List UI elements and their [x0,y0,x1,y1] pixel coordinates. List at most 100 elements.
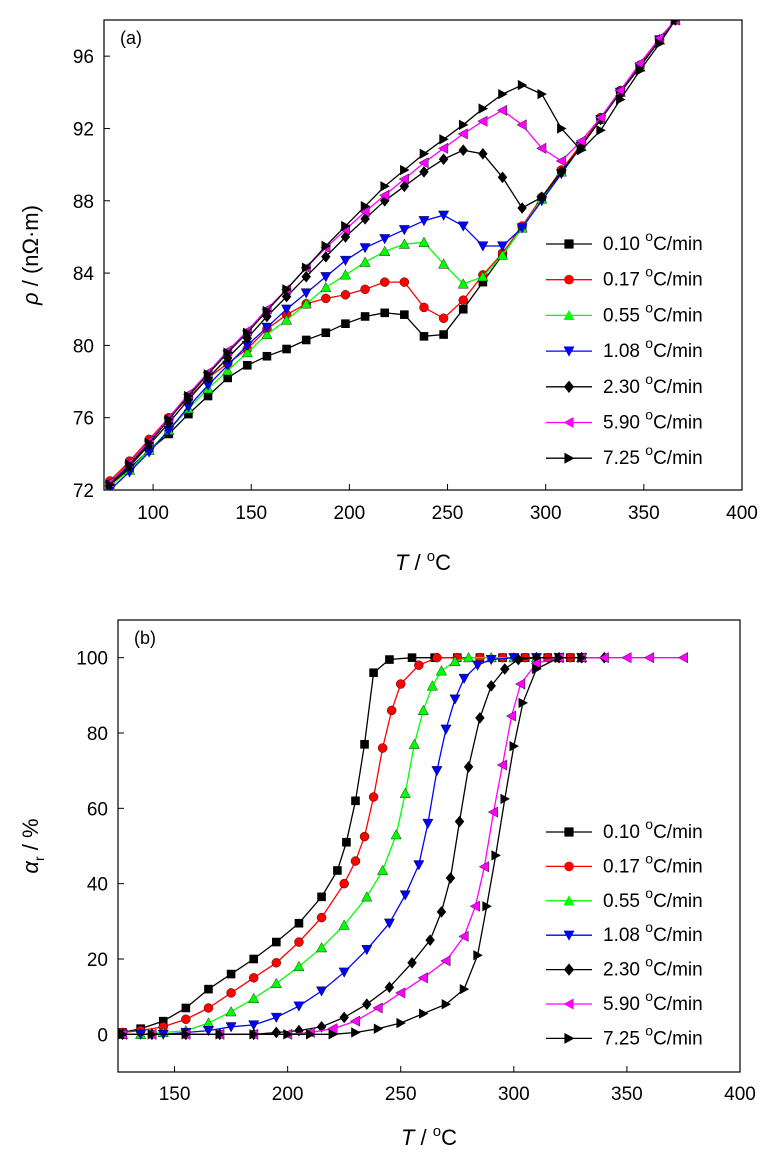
y-axis-unit: % [18,818,43,838]
data-point [399,890,411,901]
data-point [457,221,469,232]
data-point [463,761,474,773]
legend-label-4: 1.08 oC/min [603,919,703,946]
data-point [399,277,410,287]
data-point [440,724,452,735]
data-point [615,94,626,105]
data-point [301,270,311,283]
data-point [419,1008,429,1019]
series-line-5 [122,657,605,1035]
legend-marker-2 [564,861,574,872]
data-point [341,319,350,328]
legend-label-6: 5.90 oC/min [603,988,703,1015]
data-point [497,241,509,252]
legend-label-2: 0.17 oC/min [603,850,703,877]
data-point [398,238,410,249]
x-tick-label: 250 [432,503,464,524]
panel-label: (a) [120,28,142,48]
data-point [320,272,332,283]
data-point [144,437,155,449]
data-point [445,872,456,884]
data-point [670,20,681,26]
data-point [614,85,625,96]
data-point [282,284,292,295]
data-point [426,680,438,691]
data-point [321,251,331,263]
legend-label-7: 7.25 oC/min [603,442,703,469]
data-point [457,128,468,140]
data-point [350,856,361,866]
data-point [419,302,429,313]
data-point [438,258,450,269]
data-point [477,271,489,282]
data-point [321,240,331,252]
data-point [317,892,326,902]
data-point [398,173,409,185]
data-point [272,937,281,947]
data-point [395,987,406,999]
data-point [418,236,430,247]
data-point [419,332,429,341]
data-point [300,298,312,309]
x-tick-label: 350 [628,503,660,524]
data-point [419,148,430,159]
data-point [164,414,174,425]
data-point [380,181,390,192]
data-point [575,135,586,147]
data-point [399,787,411,798]
data-point [486,680,496,692]
data-point [509,741,519,752]
data-point [458,304,468,314]
data-point [396,679,406,689]
data-point [360,284,370,295]
data-point [249,1029,259,1040]
data-point [383,918,395,929]
data-point [487,806,498,818]
data-point [634,57,645,69]
x-tick-label: 150 [235,503,267,524]
data-point [418,216,430,227]
legend-label-3: 0.55 oC/min [603,885,703,912]
data-point [338,967,350,978]
data-point [301,262,312,273]
data-point [557,123,567,134]
data-point [414,660,424,670]
data-point [643,652,655,664]
data-point [458,119,469,131]
data-point [537,191,547,203]
y-axis-subscript: r [31,856,47,861]
data-point [458,295,468,305]
data-point [457,278,469,289]
data-point [518,697,529,709]
x-axis-unit-degree: o [433,1123,441,1140]
data-point [425,934,435,946]
data-point [271,958,282,968]
data-point [379,189,390,201]
data-point [377,864,389,875]
data-point [225,1022,237,1033]
data-point [261,322,273,333]
data-point [351,796,360,806]
data-point [380,277,390,287]
data-point [554,652,565,663]
legend-label-5: 2.30 oC/min [603,371,703,398]
data-point [248,1020,260,1031]
data-point [482,901,492,912]
data-point [223,373,232,383]
data-point [293,1001,305,1012]
data-point [380,308,390,318]
data-point [360,740,369,749]
data-point [294,1024,304,1037]
data-point [215,1029,225,1040]
data-point [400,310,409,319]
data-point [498,88,508,100]
data-point [436,906,447,918]
data-point [271,1026,282,1039]
data-point [203,369,214,380]
data-point [517,79,528,91]
data-point [203,391,213,401]
plot-frame [103,19,743,491]
data-point [417,972,428,984]
plot-frame [117,619,741,1073]
